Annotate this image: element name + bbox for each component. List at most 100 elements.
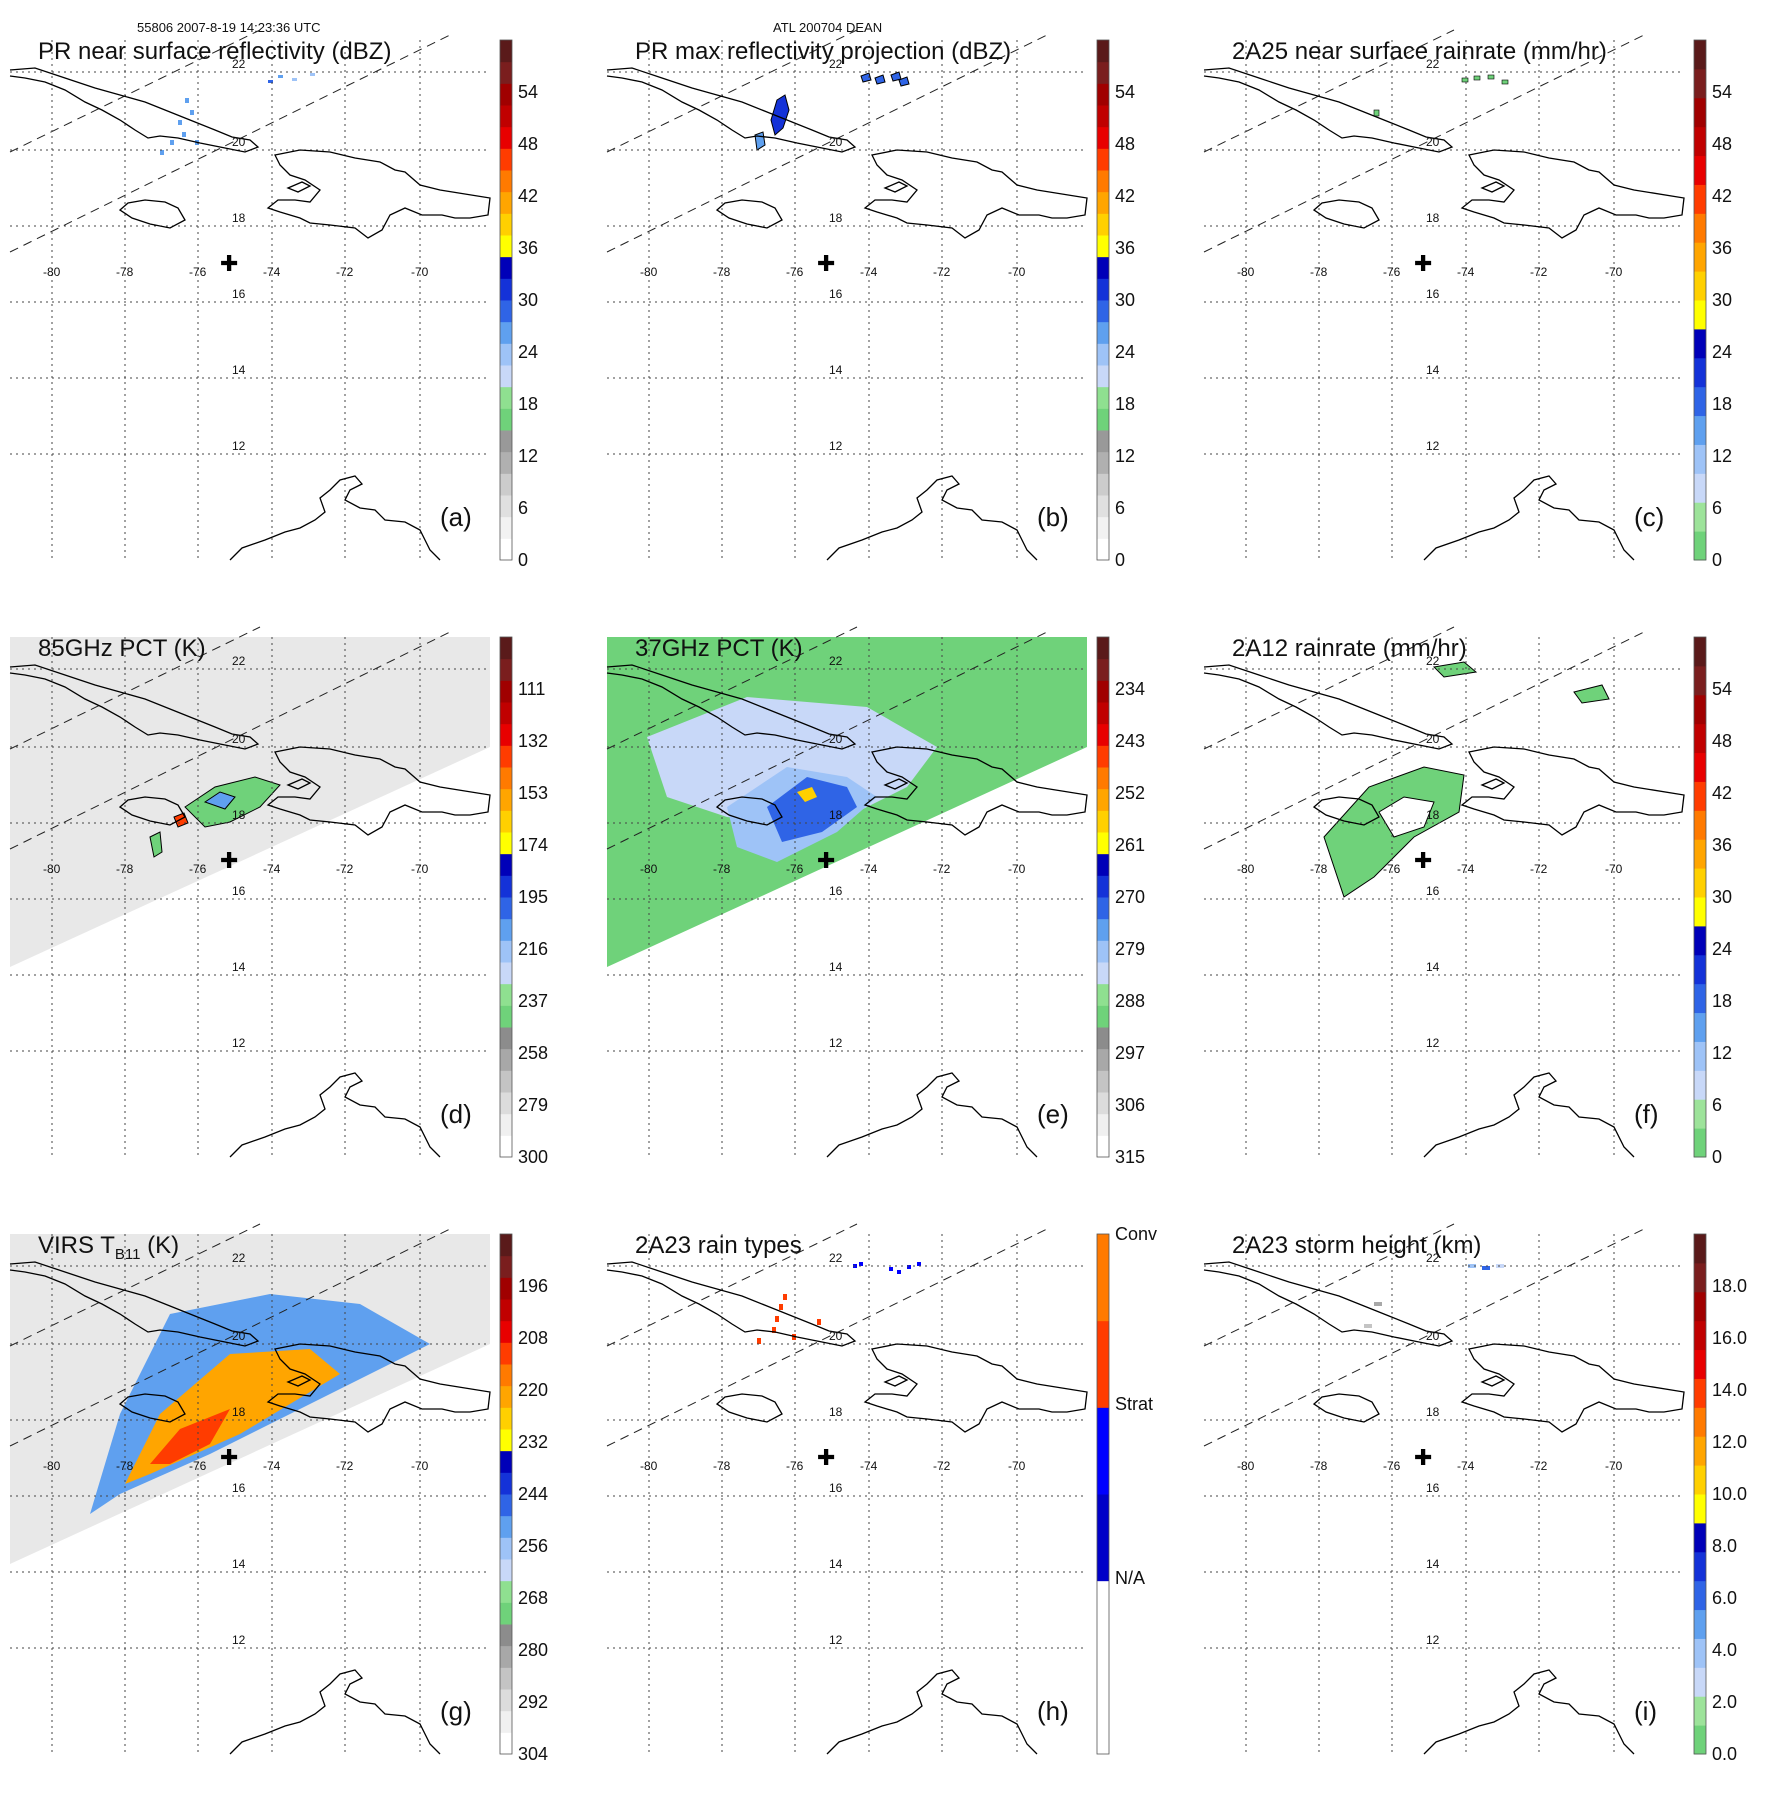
colorbar-segment	[1694, 925, 1706, 956]
colorbar-segment	[1694, 637, 1706, 667]
coastline-hispaniola	[863, 149, 1088, 239]
lat-label: 14	[829, 960, 843, 974]
colorbar-segment	[1097, 126, 1109, 149]
coastline-south-america	[229, 475, 441, 561]
colorbar-segment	[500, 1537, 512, 1560]
lat-label: 12	[232, 1036, 246, 1050]
lon-label: -78	[1310, 862, 1328, 876]
lon-label: -70	[1008, 862, 1026, 876]
graticule	[1204, 1234, 1684, 1754]
colorbar-segment	[500, 853, 512, 876]
lat-label: 18	[232, 1405, 246, 1419]
coastline-south-america	[826, 1072, 1038, 1158]
colorbar-segment	[1097, 680, 1109, 703]
rain-cell	[1473, 75, 1481, 81]
panel-title: 2A25 near surface rainrate (mm/hr)	[1232, 38, 1607, 65]
colorbar-segment	[500, 1624, 512, 1647]
coastline-cuba	[606, 67, 857, 153]
lat-label: 16	[232, 287, 246, 301]
coastline-south-america	[1423, 475, 1635, 561]
colorbar-segment	[1694, 1012, 1706, 1042]
colorbar-segment	[1694, 213, 1706, 243]
panel-37ghz-pct: -80 -78 -76 -74 -72 -70 22 20 18 16 14 12 ✚ 234 243 252…	[606, 626, 1187, 1197]
colorbar-segment	[1694, 1099, 1706, 1129]
colorbar-segment	[1097, 1135, 1109, 1158]
colorbar-segment	[500, 723, 512, 746]
colorbar-segment	[500, 1732, 512, 1755]
colorbar-label: 0	[1712, 1147, 1722, 1167]
colorbar-segment	[500, 1277, 512, 1300]
colorbar: Conv Strat N/A	[1096, 1224, 1157, 1755]
colorbar-segment	[500, 538, 512, 561]
lon-label: -76	[786, 1459, 804, 1473]
lowest-pct-core	[797, 787, 817, 802]
colorbar-segment	[500, 148, 512, 171]
colorbar-segment	[1694, 328, 1706, 359]
colorbar-label: 8.0	[1712, 1536, 1737, 1556]
colorbar-segment	[1694, 1580, 1706, 1611]
storm-center-marker: ✚	[1414, 1446, 1432, 1471]
lon-label: -74	[860, 265, 878, 279]
lat-label: 14	[1426, 960, 1440, 974]
lat-label: 14	[1426, 363, 1440, 377]
lat-label: 12	[829, 1633, 843, 1647]
rain-cell	[1461, 77, 1469, 83]
lat-label: 12	[829, 439, 843, 453]
colorbar-label: 54	[1712, 82, 1732, 102]
colorbar-segment	[1694, 1234, 1706, 1264]
coastline-lake	[1480, 181, 1506, 193]
storm-height-pixel	[1482, 1266, 1490, 1270]
colorbar-segment	[500, 170, 512, 193]
colorbar-label: 0	[1712, 550, 1722, 570]
rain-type-pixel	[775, 1316, 779, 1322]
colorbar-label: 216	[518, 939, 548, 959]
colorbar-segment	[500, 745, 512, 768]
lon-label: -72	[336, 265, 354, 279]
reflectivity-cell	[754, 131, 766, 151]
coastline-cuba	[1203, 67, 1454, 153]
lon-label: -74	[263, 862, 281, 876]
coastline-hispaniola	[863, 746, 1088, 836]
lat-label: 16	[829, 287, 843, 301]
colorbar-segment	[1694, 1522, 1706, 1553]
rain-echo	[170, 140, 174, 145]
colorbar-label: 42	[1712, 186, 1732, 206]
colorbar: 111 132 153 174 195 216 237 258 279 300	[499, 636, 548, 1167]
colorbar-segment	[500, 386, 512, 409]
panel-title: PR max reflectivity projection (dBZ)	[635, 38, 1012, 65]
lat-label: 18	[829, 808, 843, 822]
colorbar-label: 54	[1712, 679, 1732, 699]
panel-title-unit: (K)	[140, 1232, 180, 1259]
colorbar-label: 174	[518, 835, 548, 855]
colorbar-segment	[500, 897, 512, 920]
lat-label: 18	[829, 211, 843, 225]
graticule	[10, 637, 490, 1157]
header-orbit-time: 55806 2007-8-19 14:23:36 UTC	[137, 20, 321, 35]
swath-edge	[1203, 34, 1645, 253]
colorbar-label: 6	[1712, 498, 1722, 518]
graticule	[607, 40, 1087, 560]
lon-label: -78	[116, 265, 134, 279]
colorbar-segment	[500, 235, 512, 258]
lat-label: 16	[1426, 884, 1440, 898]
colorbar-segment	[1097, 767, 1109, 790]
colorbar: 54 48 42 36 30 24 18 12 6 0	[499, 39, 538, 570]
colorbar-label: 256	[518, 1536, 548, 1556]
coastline-lake	[883, 181, 909, 193]
rain-echo	[160, 150, 164, 155]
panel-title: 2A12 rainrate (mm/hr)	[1232, 635, 1467, 662]
colorbar-frame	[1693, 1233, 1707, 1755]
colorbar-segment	[500, 1364, 512, 1387]
coastline-jamaica	[715, 796, 783, 826]
colorbar-frame	[1693, 636, 1707, 1158]
colorbar-segment	[500, 1472, 512, 1495]
coastline-hispaniola	[863, 1343, 1088, 1433]
grid-labels: -80 -78 -76 -74 -72 -70 22 20 18 16 14 12 ✚	[1237, 57, 1623, 453]
coastline-hispaniola	[266, 746, 491, 836]
panel-title-subscript: B11	[114, 1245, 141, 1263]
colorbar-segment	[500, 473, 512, 496]
colorbar-segment	[1694, 386, 1706, 417]
coastlines	[9, 67, 491, 561]
lat-label: 18	[232, 808, 246, 822]
colorbar-label: 18.0	[1712, 1276, 1747, 1296]
